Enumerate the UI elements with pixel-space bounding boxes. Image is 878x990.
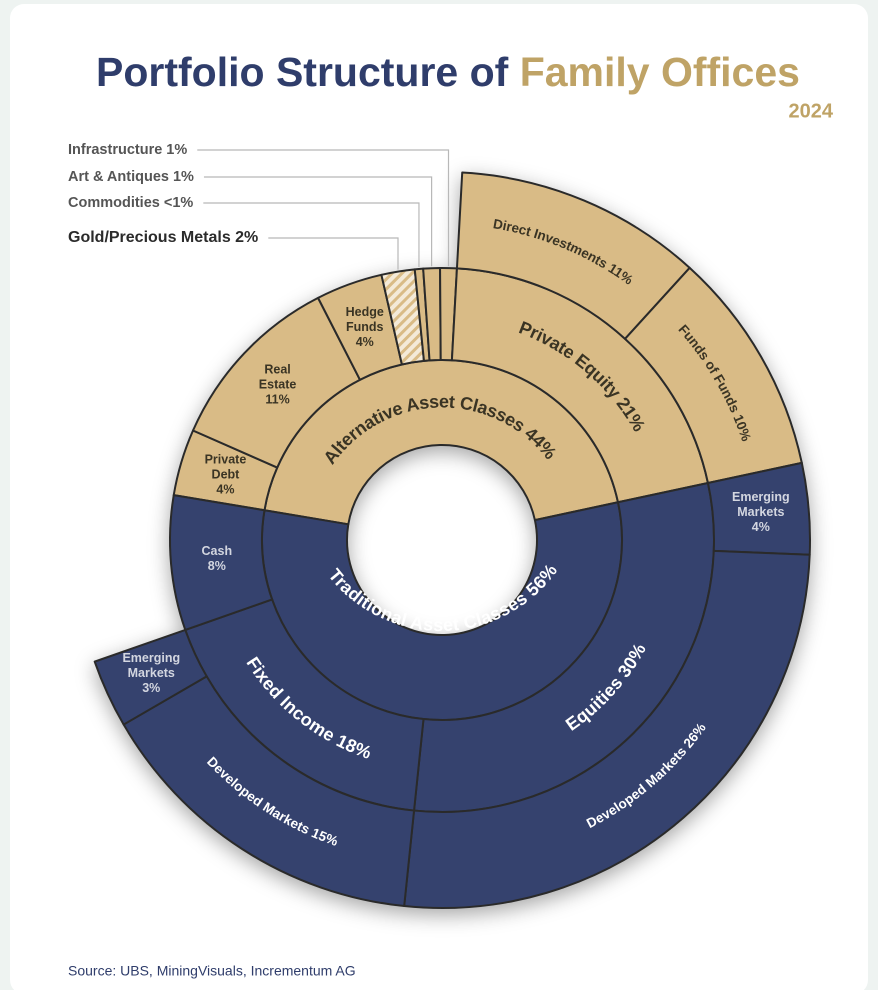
subtitle: 2024 <box>789 100 834 122</box>
segment-label: 8% <box>208 559 226 573</box>
segment-label: Markets <box>128 666 175 680</box>
segment-label: 3% <box>142 681 160 695</box>
chart-title: Portfolio Structure of Family Offices <box>96 49 800 95</box>
leader-line <box>197 149 450 267</box>
leader-line <box>203 176 433 267</box>
segment-label: 4% <box>216 483 234 497</box>
leader-line <box>203 202 420 267</box>
leader-line <box>268 237 399 270</box>
title-part: Family Offices <box>520 49 800 95</box>
segment-label: 11% <box>265 392 289 406</box>
segment-label: Markets <box>737 505 784 519</box>
segment-label: Private <box>205 453 247 467</box>
callout-label: Infrastructure 1% <box>68 142 187 158</box>
wedge <box>169 494 274 631</box>
segment-label: Real <box>264 362 290 376</box>
segment-label: 4% <box>752 520 770 534</box>
segment-label: Estate <box>259 377 297 391</box>
title-part: Portfolio Structure of <box>96 49 520 95</box>
segment-label: Hedge <box>346 305 384 319</box>
wedge <box>403 549 811 909</box>
callout-label: Art & Antiques 1% <box>68 169 194 185</box>
segment-label: Funds <box>346 320 384 334</box>
wedge <box>93 628 208 726</box>
segment-label: Debt <box>212 468 241 482</box>
source: Source: UBS, MiningVisuals, Incrementum … <box>68 963 356 979</box>
callout-label: Gold/Precious Metals 2% <box>68 229 258 246</box>
segment-label: 4% <box>356 335 374 349</box>
sunburst <box>93 171 811 909</box>
segment-label: Cash <box>202 544 233 558</box>
segment-label: Emerging <box>732 490 790 504</box>
segment-label: Emerging <box>122 651 180 665</box>
callout-label: Commodities <1% <box>68 195 193 211</box>
